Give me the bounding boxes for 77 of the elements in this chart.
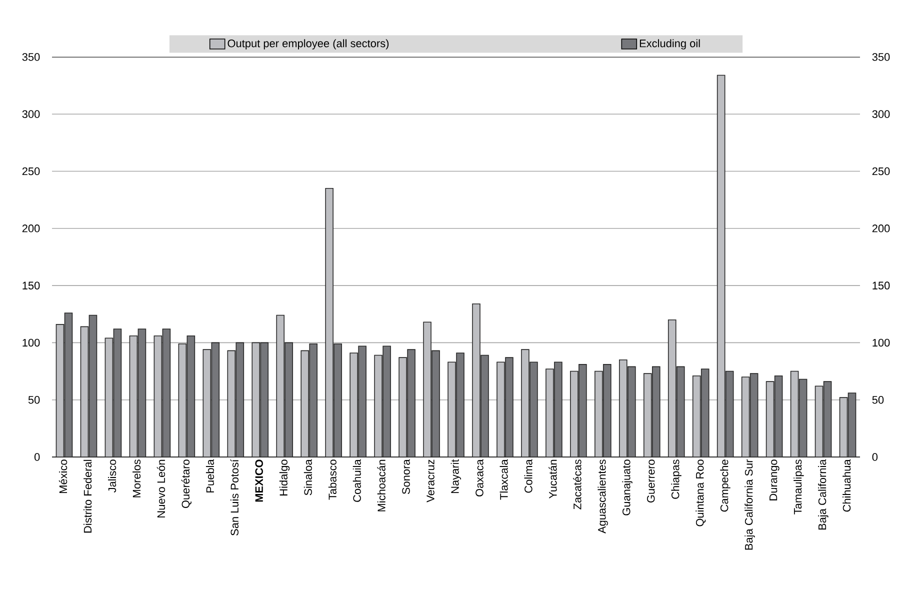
y-tick-label: 250 bbox=[22, 167, 40, 176]
bar bbox=[798, 378, 808, 457]
bar bbox=[823, 381, 832, 457]
legend-label: Excluding oil bbox=[640, 39, 700, 50]
x-tick-label: Guerrero bbox=[646, 460, 655, 502]
x-tick-label: Querétaro bbox=[181, 460, 192, 508]
y-tick-label: 300 bbox=[22, 110, 40, 118]
x-tick-label: Baja California bbox=[818, 459, 828, 530]
x-tick-label: México bbox=[58, 460, 68, 493]
bar bbox=[839, 397, 848, 457]
x-tick-label: Nayarit bbox=[450, 459, 462, 493]
bar bbox=[104, 338, 114, 457]
y2-tick-label: 150 bbox=[872, 282, 890, 290]
x-tick-label: Chihuahua bbox=[842, 459, 851, 512]
bar bbox=[774, 375, 783, 457]
x-tick-label: Yucatán bbox=[548, 460, 557, 499]
x-tick-label: Chiapas bbox=[671, 460, 682, 499]
x-tick-label: Distrito Federal bbox=[84, 460, 92, 533]
x-tick-label: Coahuila bbox=[352, 459, 361, 502]
y2-tick-label: 300 bbox=[872, 110, 890, 118]
legend-label: Output per employee (all sectors) bbox=[228, 39, 389, 50]
bar bbox=[56, 324, 64, 457]
bar bbox=[129, 335, 138, 457]
bar bbox=[741, 376, 750, 457]
y-tick-label: 50 bbox=[28, 396, 40, 404]
y-tick-label: 100 bbox=[22, 338, 40, 347]
bar bbox=[64, 312, 73, 457]
bar bbox=[162, 328, 171, 457]
x-tick-label: Hidalgo bbox=[279, 460, 290, 496]
x-tick-label: Durango bbox=[770, 460, 780, 500]
bar bbox=[186, 335, 196, 457]
bar bbox=[80, 326, 89, 457]
bar bbox=[211, 342, 220, 457]
bar bbox=[88, 314, 98, 457]
x-tick-label: MEXICO bbox=[255, 460, 263, 502]
x-tick-label: Aguascalientes bbox=[598, 460, 608, 534]
bar bbox=[750, 373, 758, 457]
x-tick-label: Sonora bbox=[402, 459, 410, 494]
y2-tick-label: 350 bbox=[872, 53, 890, 61]
x-tick-label: Puebla bbox=[206, 459, 214, 492]
x-tick-label: Tlaxcala bbox=[500, 459, 508, 500]
bar bbox=[848, 392, 856, 457]
bar bbox=[178, 343, 187, 457]
y-tick-label: 350 bbox=[22, 53, 40, 61]
bar bbox=[814, 386, 824, 457]
x-tick-label: Morelos bbox=[132, 460, 141, 498]
x-tick-label: Zacatécas bbox=[573, 460, 582, 510]
x-tick-label: Tamaulipas bbox=[794, 460, 804, 514]
x-tick-label: Quintana Roo bbox=[696, 460, 706, 526]
x-tick-label: Veracruz bbox=[426, 460, 434, 502]
y-tick-label: 0 bbox=[34, 453, 40, 461]
y2-tick-label: 0 bbox=[872, 453, 878, 461]
x-tick-label: Michoacán bbox=[377, 460, 386, 512]
bar bbox=[202, 349, 212, 457]
bar bbox=[113, 328, 122, 457]
y2-tick-label: 250 bbox=[872, 167, 890, 176]
y2-tick-label: 200 bbox=[872, 224, 890, 232]
x-tick-label: Jalisco bbox=[108, 460, 116, 493]
x-tick-label: Guanajuato bbox=[622, 460, 632, 516]
bar bbox=[138, 328, 146, 457]
x-tick-label: Sinaloa bbox=[304, 459, 312, 496]
y-tick-label: 150 bbox=[22, 282, 40, 290]
bar bbox=[716, 74, 726, 457]
x-tick-label: Nuevo León bbox=[156, 460, 166, 518]
bar bbox=[766, 381, 774, 457]
bar bbox=[790, 370, 799, 457]
y2-tick-label: 100 bbox=[872, 338, 890, 347]
x-tick-label: Colima bbox=[524, 459, 532, 493]
x-tick-label: Oaxaca bbox=[476, 459, 484, 496]
y-tick-label: 200 bbox=[22, 224, 40, 232]
x-tick-label: San Luis Potosí bbox=[230, 459, 239, 536]
bar bbox=[154, 335, 162, 457]
y2-tick-label: 50 bbox=[872, 396, 884, 404]
x-tick-label: Baja California Sur bbox=[744, 459, 755, 550]
x-tick-label: Tabasco bbox=[328, 460, 336, 500]
bar bbox=[725, 370, 734, 457]
x-tick-label: Campeche bbox=[720, 460, 730, 512]
